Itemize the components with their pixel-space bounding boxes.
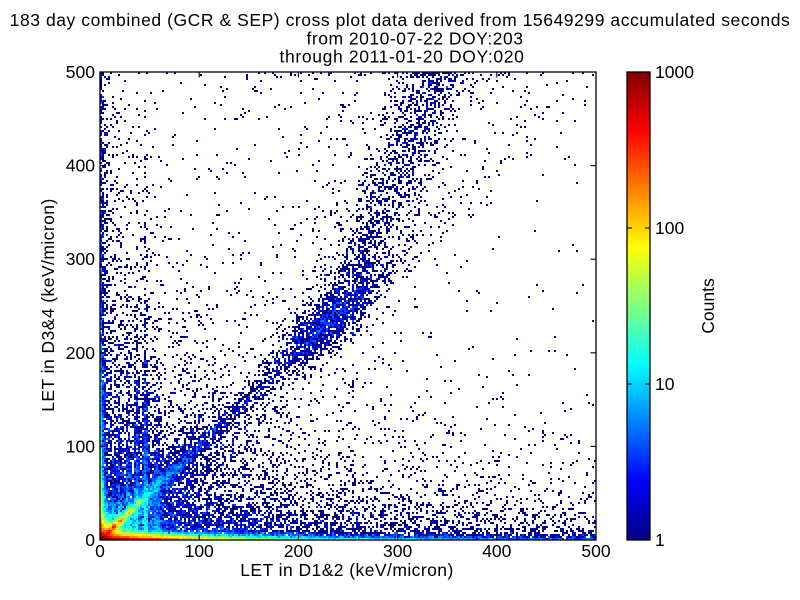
- svg-text:0: 0: [85, 530, 95, 550]
- svg-text:LET in D1&2 (keV/micron): LET in D1&2 (keV/micron): [240, 560, 454, 580]
- svg-text:200: 200: [66, 343, 95, 363]
- svg-text:500: 500: [581, 541, 610, 561]
- svg-text:300: 300: [66, 249, 95, 269]
- svg-text:100: 100: [655, 218, 684, 238]
- svg-text:10: 10: [655, 374, 675, 394]
- svg-text:LET in D3&4 (keV/micron): LET in D3&4 (keV/micron): [38, 198, 58, 412]
- svg-text:through 2011-01-20 DOY:020: through 2011-01-20 DOY:020: [280, 47, 525, 67]
- svg-text:Counts: Counts: [698, 278, 718, 334]
- svg-text:1: 1: [655, 530, 665, 550]
- svg-text:500: 500: [66, 62, 95, 82]
- svg-text:183 day combined (GCR & SEP) c: 183 day combined (GCR & SEP) cross plot …: [10, 10, 791, 30]
- svg-text:from 2010-07-22 DOY:203: from 2010-07-22 DOY:203: [307, 29, 524, 49]
- svg-text:0: 0: [95, 541, 105, 561]
- svg-text:200: 200: [284, 541, 313, 561]
- svg-text:400: 400: [66, 156, 95, 176]
- svg-text:300: 300: [383, 541, 412, 561]
- svg-text:1000: 1000: [655, 62, 694, 82]
- svg-text:100: 100: [66, 436, 95, 456]
- svg-text:100: 100: [185, 541, 214, 561]
- svg-text:400: 400: [482, 541, 511, 561]
